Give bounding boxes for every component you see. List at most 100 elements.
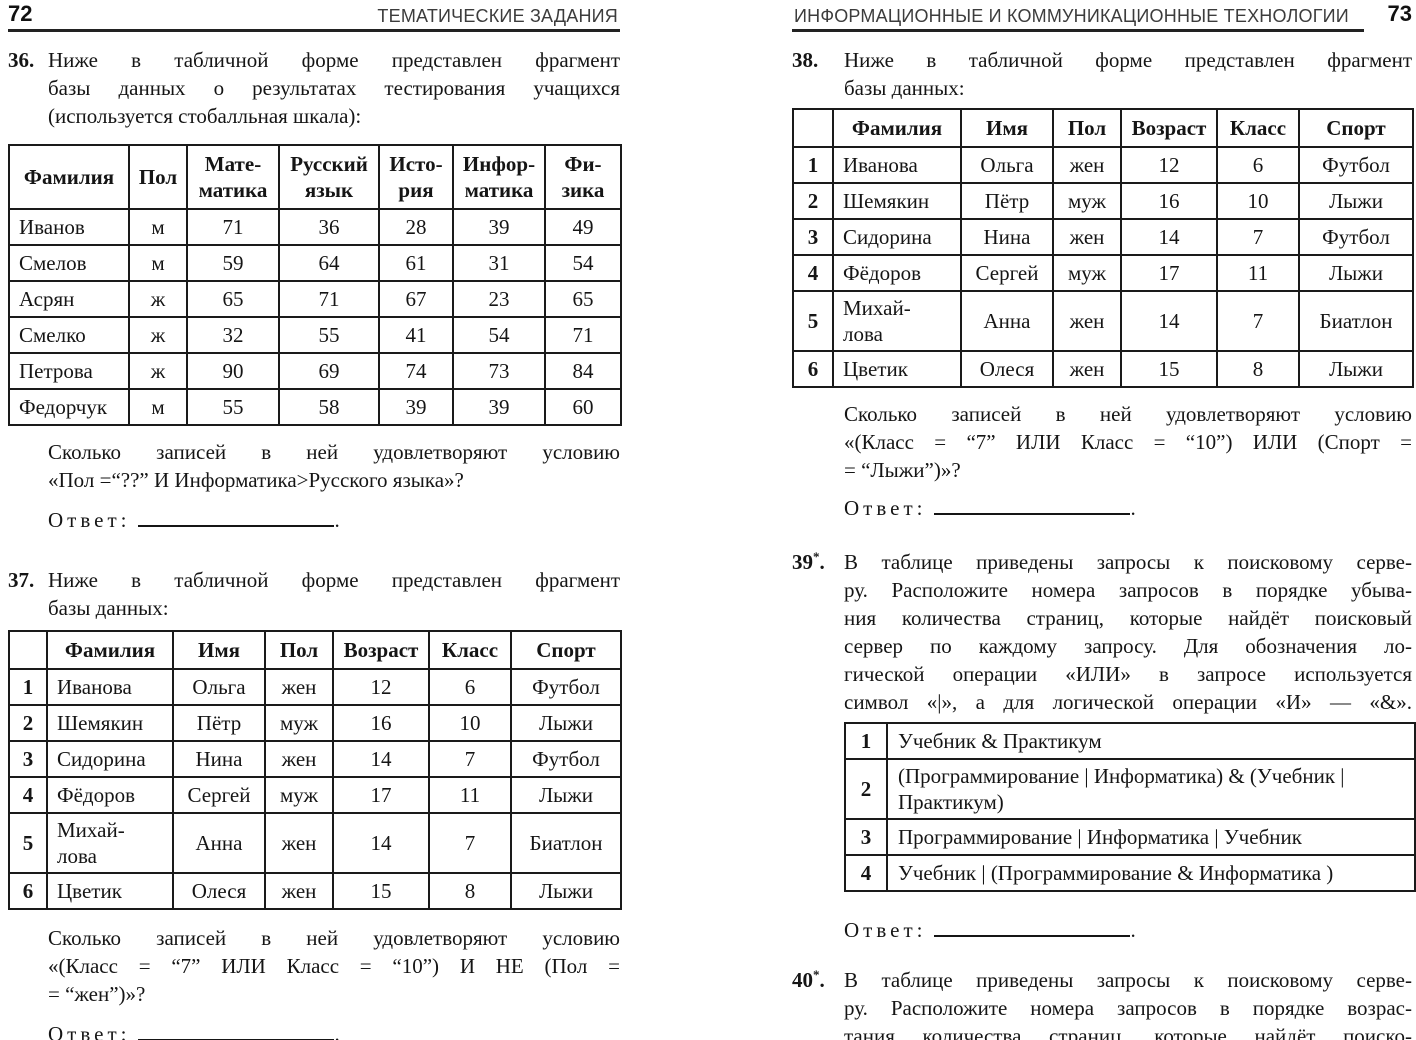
cell: ж xyxy=(128,316,188,354)
cell: 1 xyxy=(792,146,834,184)
cell: 71 xyxy=(186,208,280,246)
cell: Лыжи xyxy=(1298,350,1414,388)
cell: 65 xyxy=(544,280,622,318)
table-row: 1 Иванова Ольга жен 12 6 Футбол xyxy=(792,146,1414,184)
cell: Фёдоров xyxy=(46,776,174,814)
problem-36-question: Сколько записей в ней удовлетворяют усло… xyxy=(48,438,620,536)
page-number: 72 xyxy=(8,1,33,26)
cell: Сидорина xyxy=(832,218,962,256)
cell: Смелов xyxy=(8,244,130,282)
problem-38-intro: Ниже в табличной форме представлен фрагм… xyxy=(844,46,1412,102)
problem-number-text: 39 xyxy=(792,550,813,574)
col-header: Класс xyxy=(1216,108,1300,148)
query-text: (Программирование | Информатика) & (Учеб… xyxy=(886,758,1416,820)
answer-blank xyxy=(934,915,1131,937)
cell: жен xyxy=(264,812,334,874)
cell: Лыжи xyxy=(1298,254,1414,292)
cell: Анна xyxy=(960,290,1054,352)
running-head-right: ИНФОРМАЦИОННЫЕ И КОММУНИКАЦИОННЫЕ ТЕХНОЛ… xyxy=(792,0,1412,32)
cell: 4 xyxy=(792,254,834,292)
cell: 71 xyxy=(278,280,380,318)
text-line: гической операции «ИЛИ» в запросе исполь… xyxy=(844,662,1412,686)
cell: Футбол xyxy=(510,668,622,706)
cell: 14 xyxy=(332,740,430,778)
cell: 7 xyxy=(1216,290,1300,352)
cell: Лыжи xyxy=(510,872,622,910)
cell: жен xyxy=(1052,290,1122,352)
running-head-left: 72 ТЕМАТИЧЕСКИЕ ЗАДАНИЯ xyxy=(8,0,620,32)
page-number: 73 xyxy=(1387,1,1412,26)
answer-label: Ответ: xyxy=(844,496,927,520)
query-text: Учебник | (Программирование & Информатик… xyxy=(886,854,1416,892)
cell: 54 xyxy=(452,316,546,354)
table-header-row: Фамилия Пол Мате- матика Русский язык Ис… xyxy=(8,144,622,210)
problem-38-question: Сколько записей в ней удовлетворяют усло… xyxy=(844,400,1412,524)
table-row: 4 Фёдоров Сергей муж 17 11 Лыжи xyxy=(792,254,1414,292)
header-rule xyxy=(792,29,1364,32)
col-header: Спорт xyxy=(1298,108,1414,148)
cell: 17 xyxy=(1120,254,1218,292)
cell: Федорчук xyxy=(8,388,130,426)
cell: 84 xyxy=(544,352,622,390)
problem-number-text: 37. xyxy=(8,568,35,592)
col-header: Инфор- матика xyxy=(452,144,546,210)
answer-period: . xyxy=(334,1022,340,1040)
table-row: 3 Сидорина Нина жен 14 7 Футбол xyxy=(792,218,1414,256)
cell: 90 xyxy=(186,352,280,390)
col-header: Имя xyxy=(172,630,266,670)
cell: 64 xyxy=(278,244,380,282)
cell: 54 xyxy=(544,244,622,282)
cell: 3 xyxy=(792,218,834,256)
cell: 32 xyxy=(186,316,280,354)
cell: 58 xyxy=(278,388,380,426)
cell: ж xyxy=(128,352,188,390)
text-line: тания количества страниц, которые найдёт… xyxy=(844,1024,1412,1040)
cell: муж xyxy=(1052,254,1122,292)
cell: Футбол xyxy=(1298,146,1414,184)
cell: 7 xyxy=(1216,218,1300,256)
table-row: 3 Программирование | Информатика | Учебн… xyxy=(844,818,1416,856)
cell: Лыжи xyxy=(510,704,622,742)
table-row: 2 Шемякин Пётр муж 16 10 Лыжи xyxy=(792,182,1414,220)
problem-39: 39*. В таблице приведены запросы к поиск… xyxy=(792,548,1412,716)
answer-period: . xyxy=(1130,918,1136,942)
cell: 8 xyxy=(428,872,512,910)
cell: 55 xyxy=(278,316,380,354)
cell: 2 xyxy=(792,182,834,220)
col-header: Русский язык xyxy=(278,144,380,210)
cell: 6 xyxy=(8,872,48,910)
cell: 15 xyxy=(332,872,430,910)
header-rule xyxy=(8,29,620,32)
cell: 6 xyxy=(1216,146,1300,184)
cell: 71 xyxy=(544,316,622,354)
table-row: 5 Михай- лова Анна жен 14 7 Биатлон xyxy=(8,812,622,874)
answer-blank xyxy=(138,505,335,527)
cell: 69 xyxy=(278,352,380,390)
col-header: Фамилия xyxy=(46,630,174,670)
cell: 16 xyxy=(332,704,430,742)
cell: 6 xyxy=(428,668,512,706)
cell: Лыжи xyxy=(510,776,622,814)
table-row: 4 Учебник | (Программирование & Информат… xyxy=(844,854,1416,892)
test-results-table: Фамилия Пол Мате- матика Русский язык Ис… xyxy=(8,144,622,426)
intro-line: базы данных о результатах тестирования у… xyxy=(48,76,620,100)
page-left: 72 ТЕМАТИЧЕСКИЕ ЗАДАНИЯ 36. Ниже в табли… xyxy=(8,0,622,1040)
cell: Футбол xyxy=(1298,218,1414,256)
cell: Футбол xyxy=(510,740,622,778)
table-row: 1 Учебник & Практикум xyxy=(844,722,1416,760)
cell: Ольга xyxy=(960,146,1054,184)
cell: Анна xyxy=(172,812,266,874)
col-header: Пол xyxy=(264,630,334,670)
cell: 10 xyxy=(1216,182,1300,220)
problem-number: 39*. xyxy=(792,548,844,716)
cell: 12 xyxy=(1120,146,1218,184)
col-header: Мате- матика xyxy=(186,144,280,210)
cell: 5 xyxy=(8,812,48,874)
col-header: Возраст xyxy=(1120,108,1218,148)
cell: Пётр xyxy=(960,182,1054,220)
cell: 3 xyxy=(8,740,48,778)
cell: Шемякин xyxy=(46,704,174,742)
text-line: символ «|», а для логической операции «И… xyxy=(844,690,1412,714)
table-header-row: Фамилия Имя Пол Возраст Класс Спорт xyxy=(8,630,622,670)
cell: 14 xyxy=(332,812,430,874)
